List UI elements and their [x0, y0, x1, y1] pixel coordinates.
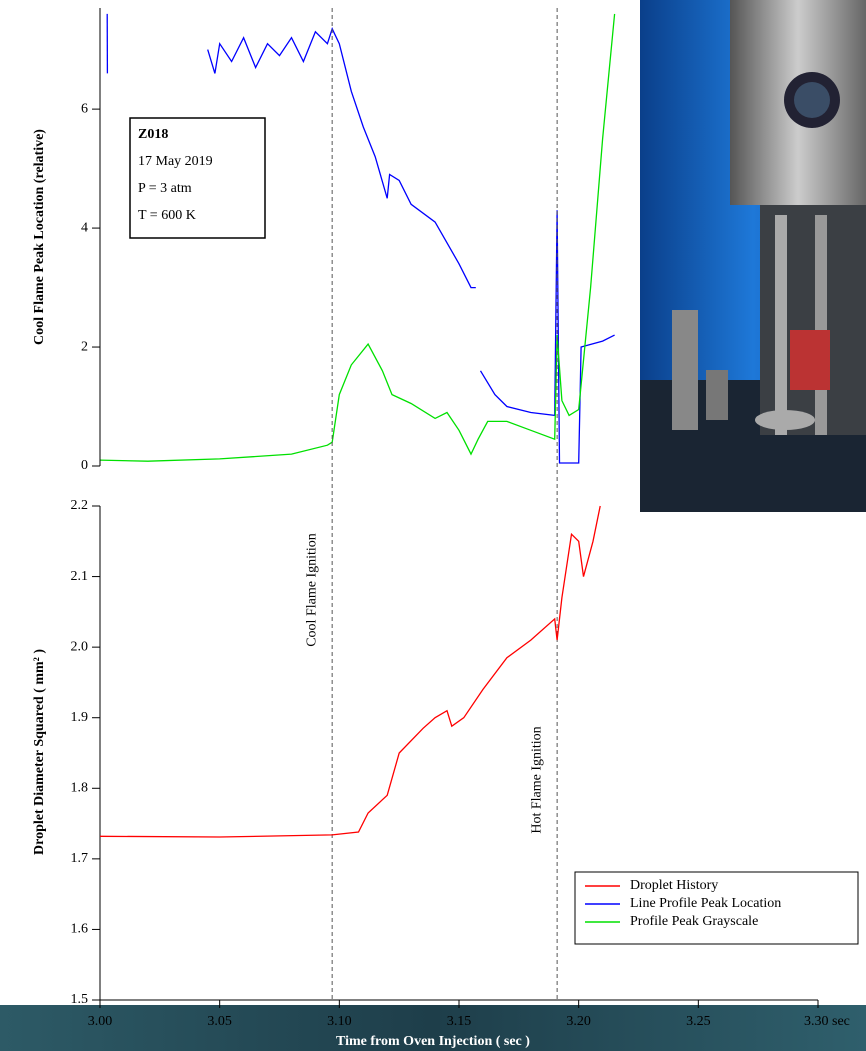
y-tick-label: 2.1 — [71, 569, 89, 584]
event-label: Cool Flame Ignition — [304, 533, 319, 647]
y-tick-label: 2 — [81, 339, 88, 354]
series-line — [99, 13, 616, 462]
y-tick-label: 0 — [81, 458, 88, 473]
annotation: T = 600 K — [138, 208, 196, 223]
series-line — [207, 27, 476, 289]
event-label: Hot Flame Ignition — [529, 726, 544, 833]
annotation-box — [129, 117, 266, 239]
legend-label: Line Profile Peak Location — [630, 896, 781, 911]
x-tick-label: 3.25 — [686, 1014, 711, 1029]
y-tick-label: 1.8 — [71, 781, 89, 796]
photo — [640, 0, 866, 512]
y-tick-label: 6 — [81, 101, 88, 116]
x-tick-label: 3.05 — [207, 1014, 232, 1029]
y-axis-label: Droplet Diameter Squared ( mm² ) — [32, 649, 47, 855]
legend-label: Droplet History — [630, 878, 718, 893]
y-axis-label: Cool Flame Peak Location (relative) — [32, 129, 47, 345]
x-tick-label: 3.10 — [327, 1014, 352, 1029]
x-tick-label: 3.30 sec — [804, 1014, 850, 1029]
x-tick-label: 3.20 — [566, 1014, 591, 1029]
x-tick-label: 3.00 — [88, 1014, 113, 1029]
y-tick-label: 2.0 — [71, 639, 89, 654]
annotation: 17 May 2019 — [138, 154, 213, 169]
footer-band — [0, 1005, 866, 1051]
legend-box — [574, 871, 859, 945]
annotation: Z018 — [138, 127, 168, 142]
y-tick-label: 4 — [81, 220, 88, 235]
y-tick-label: 1.9 — [71, 710, 89, 725]
x-axis-label: Time from Oven Injection ( sec ) — [336, 1034, 530, 1049]
x-tick-label: 3.15 — [447, 1014, 472, 1029]
y-tick-label: 1.5 — [71, 992, 89, 1007]
series-line — [479, 210, 615, 464]
y-tick-label: 1.6 — [71, 922, 89, 937]
y-tick-label: 1.7 — [71, 851, 89, 866]
y-tick-label: 2.2 — [71, 498, 89, 513]
series-line — [99, 505, 601, 838]
annotation: P = 3 atm — [138, 181, 192, 196]
legend-label: Profile Peak Grayscale — [630, 914, 758, 929]
